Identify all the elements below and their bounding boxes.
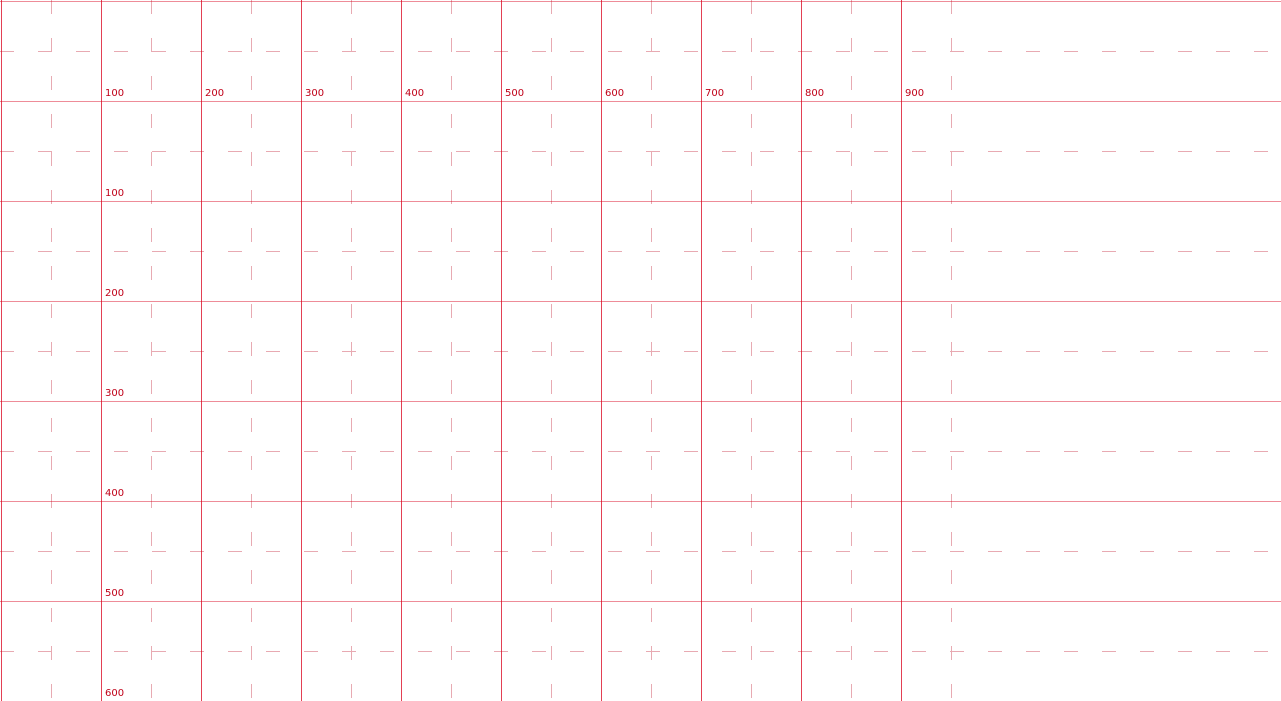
top-ruler-label: 400 — [405, 88, 424, 99]
side-ruler-label: 200 — [105, 288, 124, 299]
side-ruler-label: 400 — [105, 488, 124, 499]
top-ruler-label: 600 — [605, 88, 624, 99]
top-ruler-label: 300 — [305, 88, 324, 99]
side-ruler-label: 300 — [105, 388, 124, 399]
side-ruler-label: 500 — [105, 588, 124, 599]
top-ruler-label: 900 — [905, 88, 924, 99]
top-ruler-label: 800 — [805, 88, 824, 99]
top-ruler-label: 200 — [205, 88, 224, 99]
top-ruler-label: 500 — [505, 88, 524, 99]
grid-labels: 100 200 300 400 500 600 700 800 900 100 200 300 400 5… — [105, 88, 924, 699]
top-ruler-label: 100 — [105, 88, 124, 99]
top-ruler-label: 700 — [705, 88, 724, 99]
side-ruler-label: 600 — [105, 688, 124, 699]
side-ruler-label: 100 — [105, 188, 124, 199]
